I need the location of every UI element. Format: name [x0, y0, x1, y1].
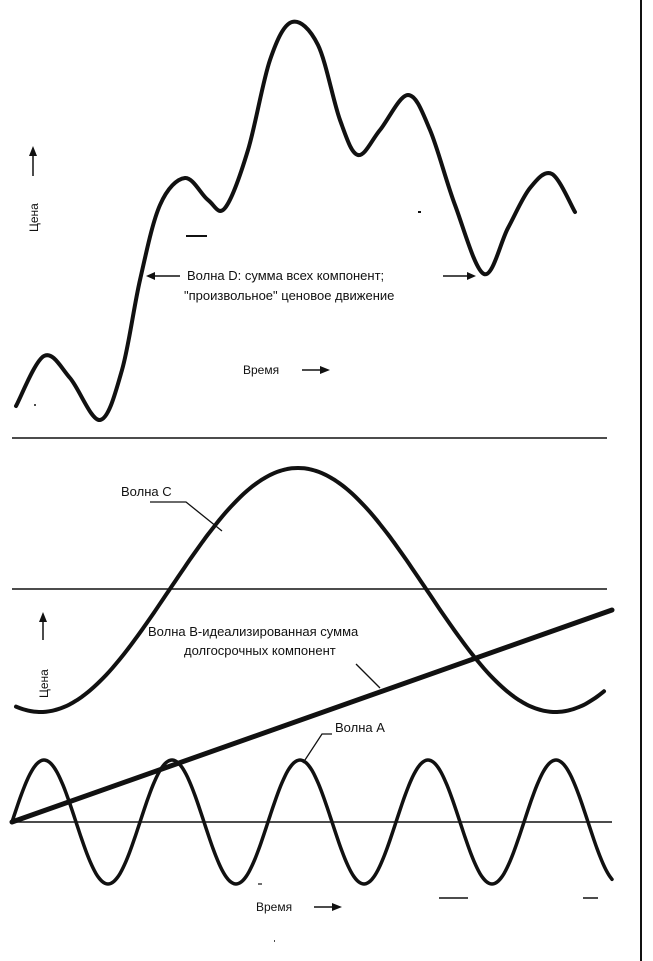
- wave-d-label-line1: Волна D: сумма всех компонент;: [187, 268, 384, 283]
- wave-a-curve: [10, 758, 614, 886]
- wave-b-line: [9, 607, 615, 825]
- top-y-label-text: Цена: [27, 203, 41, 232]
- wave-b-leader: [355, 663, 381, 689]
- wave-c-curve: [14, 466, 606, 714]
- wave-d-curve: [14, 19, 577, 422]
- bottom-y-axis-label: Цена: [37, 612, 51, 698]
- bottom-x-label-text: Время: [256, 900, 292, 914]
- top-x-label-text: Время: [243, 363, 279, 377]
- right-arrow-icon: [332, 903, 342, 911]
- top-y-axis-label: Цена: [27, 146, 41, 232]
- up-arrow-icon: [39, 612, 47, 622]
- wave-c-label: Волна С: [121, 484, 223, 532]
- wave-b-label-line2: долгосрочных компонент: [184, 643, 336, 658]
- right-arrow-head: [467, 272, 476, 280]
- wave-a-label: Волна А: [302, 720, 385, 764]
- left-arrow-head: [146, 272, 155, 280]
- wave-a-label-text: Волна А: [335, 720, 385, 735]
- wave-b-label-line1: Волна В-идеализированная сумма: [148, 624, 359, 639]
- wave-b-label: Волна В-идеализированная сумма долгосроч…: [148, 624, 381, 689]
- wave-d-label-line2: "произвольное" ценовое движение: [184, 288, 394, 303]
- wave-d-label: Волна D: сумма всех компонент; "произвол…: [146, 268, 476, 303]
- top-x-axis-label: Время: [243, 363, 330, 377]
- wave-c-leader: [150, 501, 223, 532]
- right-arrow-icon: [320, 366, 330, 374]
- wave-c-label-text: Волна С: [121, 484, 172, 499]
- up-arrow-icon: [29, 146, 37, 156]
- wave-a-leader: [302, 733, 332, 764]
- bottom-y-label-text: Цена: [37, 669, 51, 698]
- bottom-x-axis-label: Время: [256, 900, 342, 914]
